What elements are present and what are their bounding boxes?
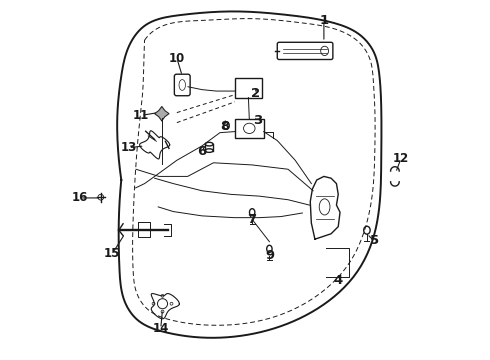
Text: 16: 16: [72, 192, 88, 204]
Text: 8: 8: [220, 120, 230, 133]
Text: 7: 7: [247, 213, 257, 226]
Text: 9: 9: [266, 249, 275, 262]
Text: 10: 10: [169, 51, 185, 64]
Text: 4: 4: [334, 274, 343, 287]
Text: 2: 2: [251, 87, 260, 100]
Text: 12: 12: [393, 152, 409, 165]
Text: 13: 13: [121, 141, 137, 154]
Polygon shape: [155, 107, 169, 121]
Text: 3: 3: [253, 114, 262, 127]
Text: 15: 15: [104, 247, 121, 260]
Text: 5: 5: [369, 234, 379, 247]
Text: 11: 11: [133, 109, 149, 122]
Text: 14: 14: [152, 322, 169, 335]
Text: 1: 1: [319, 14, 328, 27]
Text: 6: 6: [197, 145, 207, 158]
